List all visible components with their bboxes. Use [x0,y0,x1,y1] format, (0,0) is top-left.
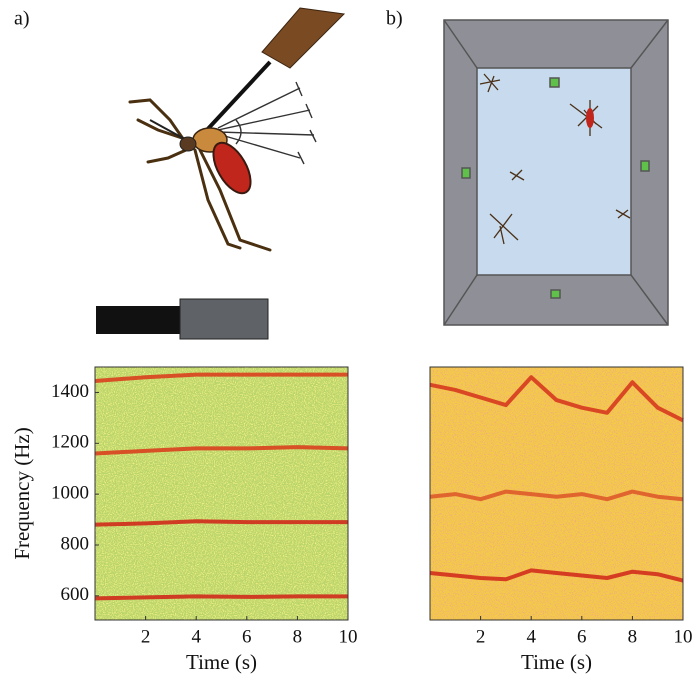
spectrogram-noise [95,367,348,620]
x-tick-label: 4 [526,626,536,647]
y-tick-label: 600 [61,584,90,605]
x-axis-title: Time (s) [521,650,592,674]
speaker [96,306,180,334]
panel-label: a) [14,8,30,30]
x-tick-label: 4 [191,626,201,647]
panel-label: b) [386,8,403,30]
x-tick-label: 10 [339,626,358,647]
y-tick-label: 1400 [51,381,89,402]
x-tick-label: 10 [674,626,693,647]
x-axis-title: Time (s) [186,650,257,674]
figure: a) b) [0,0,695,682]
y-tick-label: 1000 [51,482,89,503]
x-tick-label: 6 [242,626,252,647]
tethered-mosquito [130,8,344,250]
x-tick-label: 2 [141,626,151,647]
x-tick-label: 8 [293,626,303,647]
x-tick-label: 2 [476,626,486,647]
y-axis-title: Frequency (Hz) [10,427,34,559]
x-tick-label: 6 [577,626,587,647]
x-tick-label: 8 [628,626,638,647]
flight-cage [444,20,668,325]
speaker-cone [180,299,268,339]
harmonic-trace [95,596,348,598]
y-tick-label: 1200 [51,432,89,453]
y-tick-label: 800 [61,533,90,554]
